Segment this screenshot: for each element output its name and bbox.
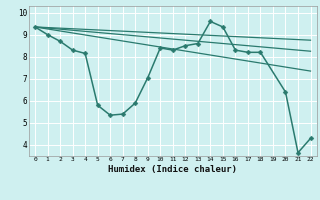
X-axis label: Humidex (Indice chaleur): Humidex (Indice chaleur) (108, 165, 237, 174)
